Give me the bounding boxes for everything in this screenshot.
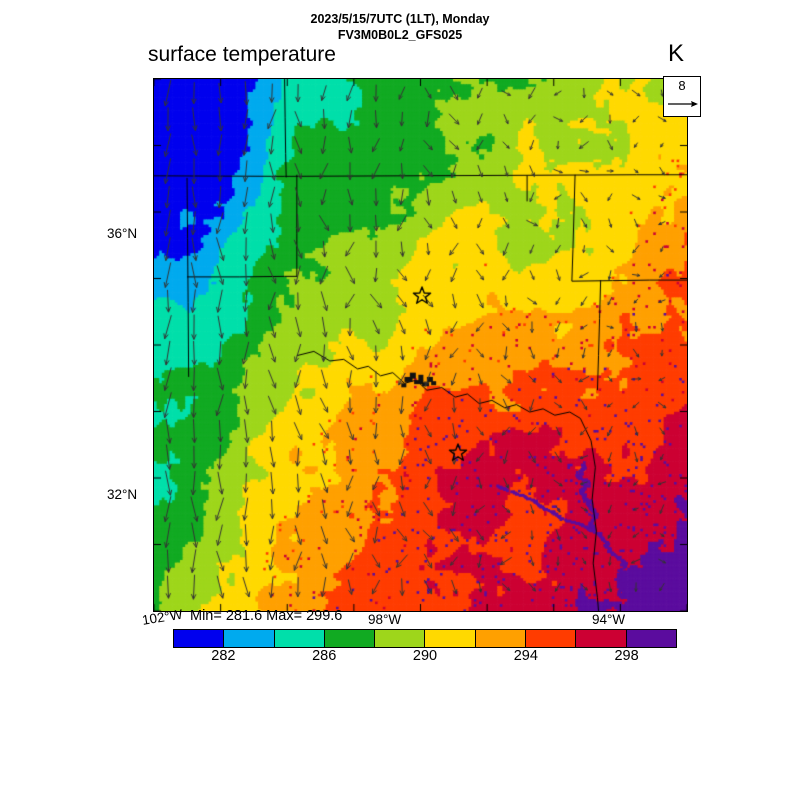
axis-label-lon-98w: 98°W bbox=[368, 612, 402, 627]
colorbar-swatch-5 bbox=[425, 630, 476, 647]
reference-vector-legend: 8 bbox=[663, 76, 701, 117]
colorbar-tick-286: 286 bbox=[312, 648, 337, 664]
unit-label: K bbox=[668, 40, 685, 67]
colorbar-swatch-0 bbox=[174, 630, 225, 647]
colorbar-tick-294: 294 bbox=[513, 648, 538, 664]
colorbar-swatch-2 bbox=[274, 630, 325, 647]
temperature-heatmap-canvas bbox=[154, 79, 687, 611]
colorbar[interactable] bbox=[173, 629, 677, 648]
page-title: surface temperature bbox=[148, 43, 336, 66]
colorbar-swatch-8 bbox=[576, 630, 627, 647]
colorbar-tick-282: 282 bbox=[211, 648, 236, 664]
colorbar-tick-298: 298 bbox=[614, 648, 639, 664]
axis-label-lon-102w: 102°W bbox=[141, 606, 184, 628]
title-model-line: FV3M0B0L2_GFS025 bbox=[337, 28, 463, 42]
colorbar-tick-290: 290 bbox=[412, 648, 438, 664]
map-plot-area[interactable] bbox=[153, 78, 688, 612]
colorbar-swatch-4 bbox=[375, 630, 426, 647]
axis-label-lat-32n: 32°N bbox=[107, 487, 138, 502]
axis-label-lon-94w: 94°W bbox=[592, 612, 626, 627]
minmax-stats-label: Min= 281.6 Max= 299.6 bbox=[190, 608, 343, 624]
arrow-right-icon bbox=[668, 101, 698, 107]
title-date-line: 2023/5/15/7UTC (1LT), Monday bbox=[310, 12, 490, 26]
axis-label-lat-36n: 36°N bbox=[107, 226, 138, 241]
colorbar-swatch-9 bbox=[626, 630, 676, 647]
reference-vector-value: 8 bbox=[678, 78, 686, 93]
colorbar-tick-labels: 282 286 290 294 298 bbox=[173, 648, 677, 668]
colorbar-swatch-1 bbox=[224, 630, 275, 647]
colorbar-swatch-3 bbox=[324, 630, 376, 647]
colorbar-swatch-7 bbox=[526, 630, 577, 647]
colorbar-swatch-6 bbox=[475, 630, 527, 647]
